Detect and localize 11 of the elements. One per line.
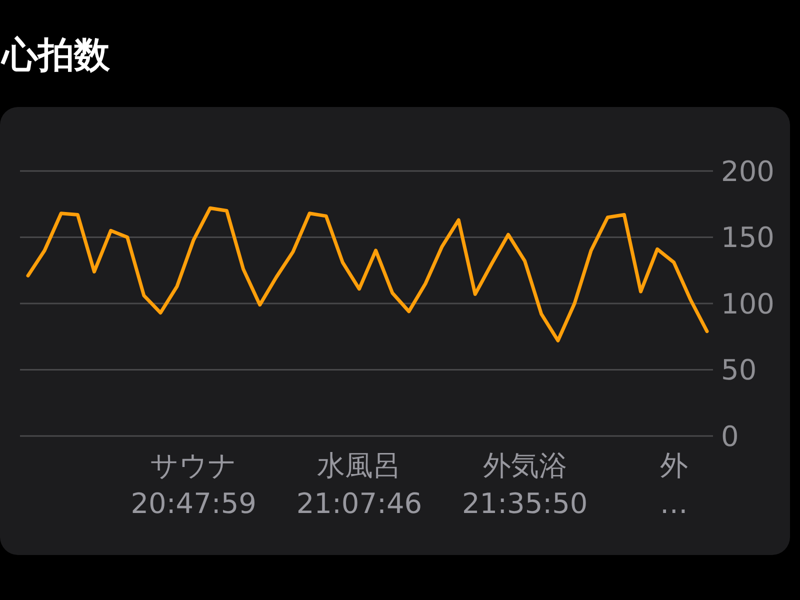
line-series (26, 206, 709, 342)
y-tick-label: 0 (721, 420, 739, 453)
x-tick-label: サウナ 20:47:59 (130, 449, 256, 520)
x-tick-label: 外 … (660, 449, 688, 520)
chart-title: 心拍数 (2, 34, 110, 78)
y-tick-label: 50 (721, 354, 757, 387)
y-tick-label: 200 (721, 154, 774, 188)
y-tick-label: 100 (721, 287, 774, 320)
x-tick-label: 水風呂 21:07:46 (296, 449, 422, 520)
y-tick-label: 150 (721, 221, 774, 254)
x-tick-label: 外気浴 21:35:50 (462, 449, 588, 520)
